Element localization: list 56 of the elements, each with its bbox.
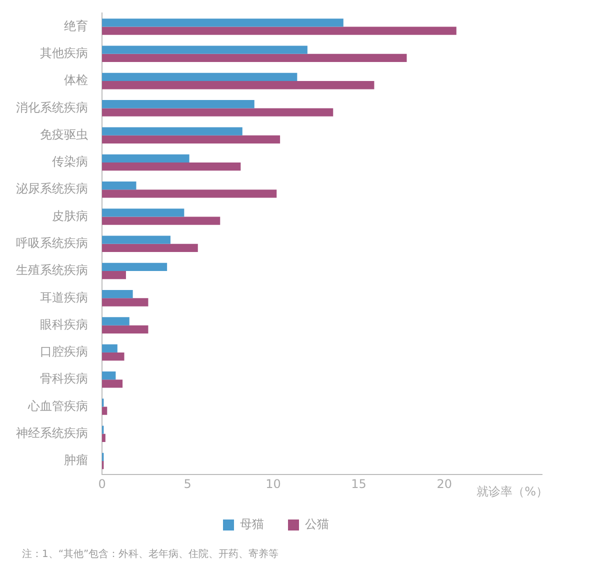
- legend-label: 母猫: [240, 517, 264, 532]
- legend-label: 公猫: [305, 517, 329, 532]
- bar: [102, 26, 456, 35]
- y-tick-label: 免疫驱虫: [40, 127, 88, 142]
- y-tick-label: 骨科疾病: [40, 372, 88, 386]
- y-tick-label: 神经系统疾病: [16, 426, 88, 440]
- bar: [102, 135, 280, 144]
- x-tick-label: 15: [351, 476, 366, 491]
- bar: [102, 352, 124, 361]
- y-tick-label: 心血管疾病: [27, 398, 88, 413]
- y-tick-label: 眼科疾病: [40, 317, 88, 332]
- x-tick-label: 5: [184, 476, 192, 491]
- bar: [102, 54, 407, 62]
- bar: [102, 216, 220, 225]
- bar: [102, 290, 133, 298]
- text: 注：1、“其他”包含：外科、老年病、住院、开药、寄养等: [22, 548, 279, 561]
- bar: [102, 271, 126, 280]
- bar: [102, 325, 148, 334]
- y-tick-label: 肿瘤: [64, 453, 88, 468]
- bar: [102, 434, 106, 442]
- bar: [102, 317, 130, 326]
- bar: [102, 244, 198, 252]
- bar: [102, 81, 374, 90]
- y-tick-label: 绝育: [64, 18, 88, 33]
- bar: [102, 371, 116, 380]
- bar: [102, 127, 242, 136]
- y-tick-label: 呼吸系统疾病: [16, 236, 88, 250]
- bar: [102, 100, 254, 108]
- bar: [102, 18, 344, 27]
- y-tick-label: 生殖系统疾病: [16, 263, 88, 278]
- x-tick-label: 0: [98, 476, 106, 491]
- x-tick-label: 20: [436, 476, 452, 491]
- bar: [102, 236, 170, 244]
- x-tick-label: 10: [266, 476, 281, 491]
- bar: [102, 181, 136, 190]
- y-tick-label: 耳道疾病: [40, 290, 88, 304]
- bar: [102, 406, 108, 415]
- y-tick-label: 其他疾病: [40, 46, 88, 60]
- bar: [102, 344, 118, 352]
- bar: [102, 298, 148, 306]
- y-tick-label: 消化系统疾病: [16, 100, 88, 114]
- x-axis-title: 就诊率（%）: [476, 484, 548, 499]
- bar: [102, 162, 241, 171]
- bar: [102, 262, 168, 272]
- bar: [102, 208, 184, 217]
- y-tick-label: 皮肤病: [52, 208, 88, 223]
- y-tick-label: 泌尿系统疾病: [16, 182, 88, 196]
- bar: [102, 72, 298, 82]
- y-tick-label: 体检: [64, 73, 88, 88]
- bar: [102, 108, 334, 116]
- bar: [102, 380, 123, 388]
- bar: [102, 190, 277, 198]
- y-tick-label: 传染病: [52, 154, 88, 169]
- bar: [102, 46, 308, 54]
- bar: [102, 154, 190, 162]
- y-tick-label: 口腔疾病: [40, 344, 88, 359]
